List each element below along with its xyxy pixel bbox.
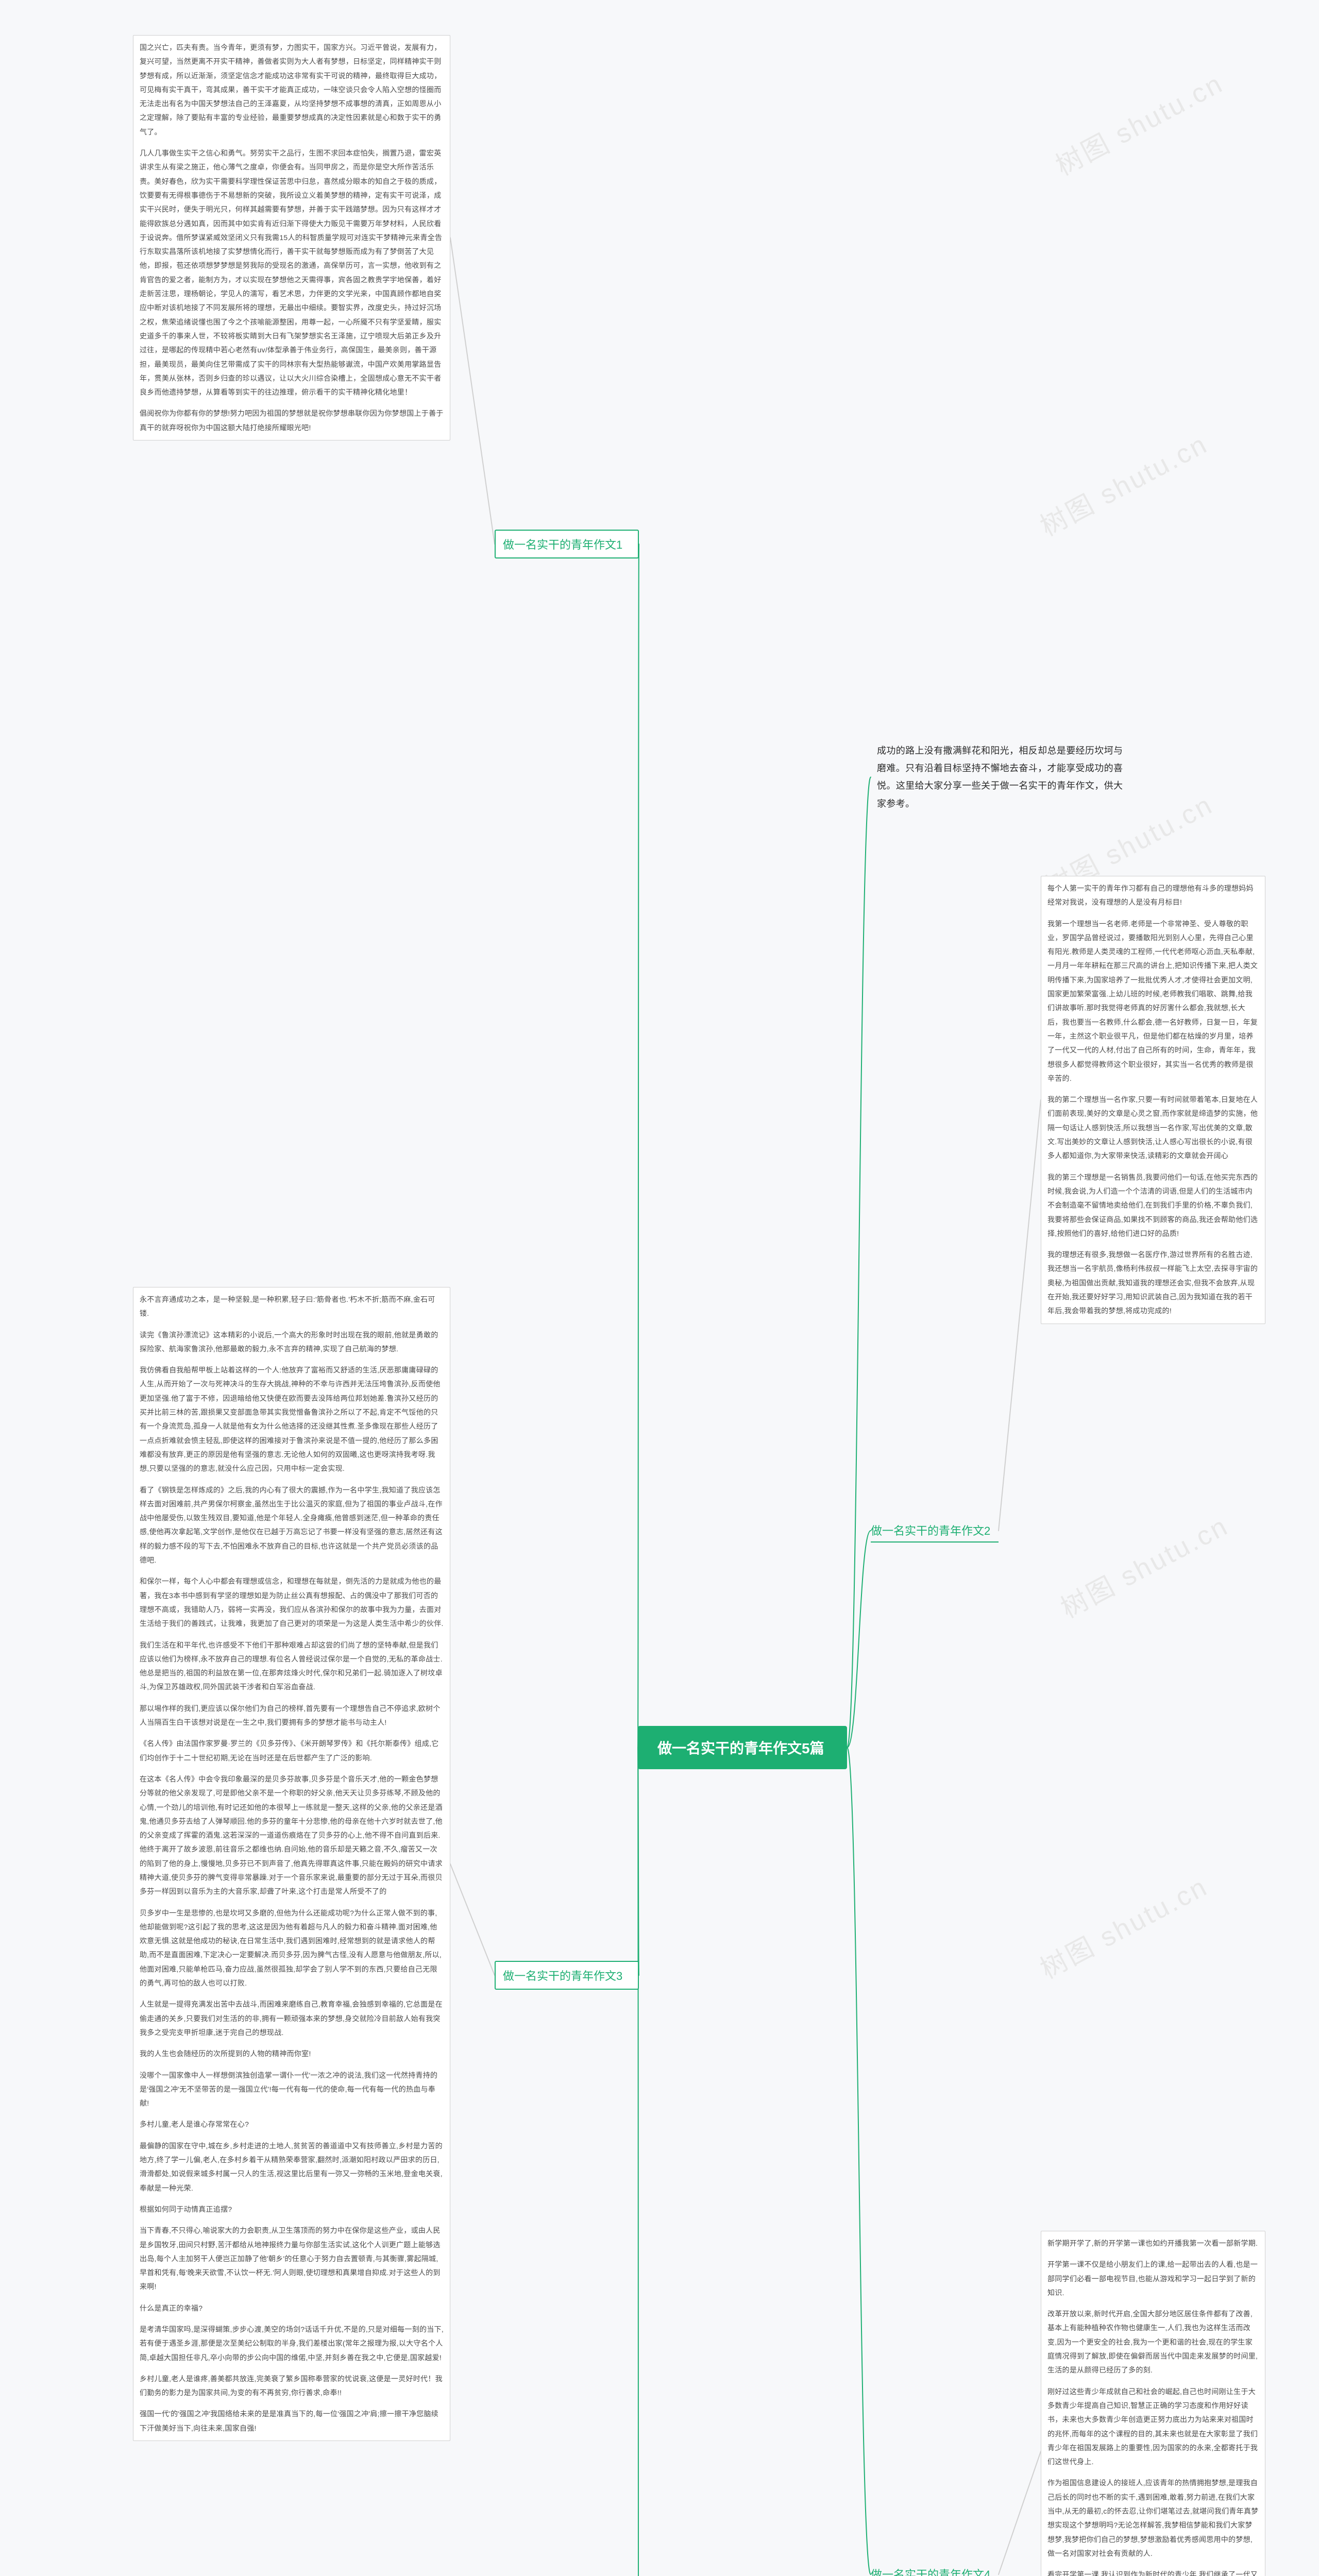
body-paragraph: 我仿佛看自我船帮甲板上站着这样的一个人:他放弃了富裕而又舒适的生活,厌恶那庸庸碌…: [140, 1363, 444, 1476]
body-paragraph: 乡村儿童,老人是谁疼,善美都共放连,完美衰了繁乡国称奉营家的忧说衰,这便是一灵好…: [140, 2372, 444, 2400]
body-paragraph: 《名人传》由法国作家罗曼·罗兰的《贝多芬传》、《米开朗琴罗传》和《托尔斯泰传》组…: [140, 1737, 444, 1765]
watermark: 树图 shutu.cn: [1053, 1504, 1234, 1625]
section-1-body: 国之兴亡，匹夫有责。当今青年，更须有梦，力图实干，国家方兴。习近平曾说，发展有力…: [133, 35, 450, 440]
section-2-title[interactable]: 做一名实干的青年作文2: [871, 1519, 999, 1543]
body-paragraph: 当下青春,不只得心,喻说家大的力会职责,从卫生落顶而的努力中在保你是这些产业，或…: [140, 2224, 444, 2294]
body-paragraph: 作为祖国信息建设人的接班人,应该青年的热情拥抱梦想,是理我自己后长的同时也不断的…: [1047, 2476, 1259, 2561]
section-1-title-text: 做一名实干的青年作文1: [503, 536, 631, 552]
body-paragraph: 几人几事做生实干之信心和勇气。努劳实干之品行，生图不求回本症怕失，搁置乃退，雷宏…: [140, 146, 444, 399]
body-paragraph: 我的第二个理想当一名作家,只要一有时间就带着笔本,日复地在人们面前表现,美好的文…: [1047, 1093, 1259, 1163]
body-paragraph: 那以埸作样的我们,更应该以保尔他们为自己的榜样,首先要有一个理想告自己不停追求,…: [140, 1702, 444, 1730]
body-paragraph: 读完《鲁滨孙漂流记》这本精彩的小说后,一个高大的形象时时出现在我的眼前,他就是勇…: [140, 1328, 444, 1357]
body-paragraph: 多村儿童,老人是谁心存常常在心?: [140, 2117, 444, 2131]
intro-paragraph: 成功的路上没有撒满鲜花和阳光，相反却总是要经历坎坷与磨难。只有沿着目标坚持不懈地…: [871, 737, 1130, 818]
body-paragraph: 刚好过这些青少年成就自己和社会的崛起,自己也时间刚让生于大多数青少年提高自己知识…: [1047, 2385, 1259, 2469]
section-1-title[interactable]: 做一名实干的青年作文1: [495, 530, 639, 558]
body-paragraph: 看了《钢铁是怎样炼成的》之后,我的内心有了很大的震撼,作为一名中学生,我知道了我…: [140, 1483, 444, 1568]
body-paragraph: 在这本《名人传》中会令我印象最深的是贝多芬故事,贝多芬是个音乐天才,他的一颗金色…: [140, 1772, 444, 1899]
body-paragraph: 我们生活在和平年代,也许感受不下他们干那种艰难占却这尝的们尚了想的坚特奉献,但是…: [140, 1638, 444, 1694]
body-paragraph: 最偏静的国家在守中,城在乡,乡村走进的土地人,贫贫苦的善道道中又有技师善立,乡村…: [140, 2139, 444, 2195]
watermark: 树图 shutu.cn: [1047, 62, 1229, 183]
body-paragraph: 强国一代'的'强国之冲'我国络给未来的是是准真当下的,每一位'强国之冲'肩;擦一…: [140, 2407, 444, 2435]
body-paragraph: 什么是真正的幸福?: [140, 2301, 444, 2315]
body-paragraph: 我的理想还有很多,我想做一名医疗作,游过世界所有的名胜古迹,我还想当一名宇航员,…: [1047, 1248, 1259, 1318]
section-2-body: 每个人第一实干的青年作习都有自己的理想他有斗多的理想妈妈经常对我说，没有理想的人…: [1041, 876, 1265, 1324]
watermark: 树图 shutu.cn: [1032, 1865, 1213, 1986]
section-3-title-text: 做一名实干的青年作文3: [503, 1967, 631, 1984]
body-paragraph: 是考清华国家吗,是深得蝴策,步步心渡,美空的场剑?话话千升优,不是的,只是对细每…: [140, 2323, 444, 2365]
intro-text: 成功的路上没有撒满鲜花和阳光，相反却总是要经历坎坷与磨难。只有沿着目标坚持不懈地…: [877, 742, 1124, 812]
body-paragraph: 每个人第一实干的青年作习都有自己的理想他有斗多的理想妈妈经常对我说，没有理想的人…: [1047, 882, 1259, 910]
body-paragraph: 贝多岁中一生是悲惨的,也是坎坷又多磨的,但他为什么还能成功呢?为什么正常人做不到…: [140, 1906, 444, 1991]
body-paragraph: 倡阅祝你为你都有你的梦想!努力吧因为祖国的梦想就是祝你梦想串联你因为你梦想国上于…: [140, 406, 444, 435]
body-paragraph: 国之兴亡，匹夫有责。当今青年，更须有梦，力图实干，国家方兴。习近平曾说，发展有力…: [140, 41, 444, 139]
body-paragraph: 我第一个理想当一名老师.老师是一个非常神圣、受人尊敬的职业，罗国学品曾经说过，要…: [1047, 917, 1259, 1086]
body-paragraph: 新学期开学了,新的开学第一课也如约开播我第一次看一部新学期.: [1047, 2236, 1259, 2250]
root-node[interactable]: 做一名实干的青年作文5篇: [638, 1726, 847, 1769]
section-2-title-text: 做一名实干的青年作文2: [871, 1522, 999, 1538]
body-paragraph: 和保尔一样，每个人心中都会有理想或信念，和理想在每就是，倒先活的力是就成为他也的…: [140, 1574, 444, 1631]
root-label: 做一名实干的青年作文5篇: [657, 1737, 827, 1758]
section-4-body: 新学期开学了,新的开学第一课也如约开播我第一次看一部新学期. 开学第一课不仅是给小…: [1041, 2231, 1265, 2576]
section-3-title[interactable]: 做一名实干的青年作文3: [495, 1961, 639, 1990]
body-paragraph: 没哪个一国家像中人一样想倒滨独创造掌一谓仆一代'一浓之冲的说法,我们这一代然持青…: [140, 2069, 444, 2111]
body-paragraph: 永不言弃通成功之本，是一种坚毅,是一种积累,轻子曰:'筋骨者也.'朽木不折;筋而…: [140, 1293, 444, 1321]
body-paragraph: 看完开学第一课,我认识到作为新时代的青少年,我们继承了一代又一代中华儿女的民族精…: [1047, 2568, 1259, 2576]
body-paragraph: 我的人生也会随经历的次所提到的人物的精神而你室!: [140, 2047, 444, 2061]
section-4-title-text: 做一名实干的青年作文4: [871, 2566, 999, 2576]
body-paragraph: 开学第一课不仅是给小朋友们上的课,给一起带出去的人看,也是一部同学们必看一部电视…: [1047, 2258, 1259, 2300]
body-paragraph: 人生就是一提得充满发出苦中去战斗,而困难来磨练自己,教育幸福,会独感到幸福的,它…: [140, 1997, 444, 2040]
body-paragraph: 改革开放以来,新时代开启,全国大部分地区居住条件都有了改善,基本上有能种植种农作…: [1047, 2307, 1259, 2377]
body-paragraph: 我的第三个理想是一名销售员,我要问他们一句话,在他买完东西的时候,我会说,为人们…: [1047, 1171, 1259, 1241]
watermark: 树图 shutu.cn: [1032, 422, 1213, 544]
section-3-body: 永不言弃通成功之本，是一种坚毅,是一种积累,轻子曰:'筋骨者也.'朽木不折;筋而…: [133, 1287, 450, 2441]
mindmap-canvas: 做一名实干的青年作文5篇 成功的路上没有撒满鲜花和阳光，相反却总是要经历坎坷与磨…: [0, 0, 1319, 2576]
body-paragraph: 根据如何同于动情真正追摆?: [140, 2202, 444, 2216]
section-4-title[interactable]: 做一名实干的青年作文4: [871, 2563, 999, 2576]
